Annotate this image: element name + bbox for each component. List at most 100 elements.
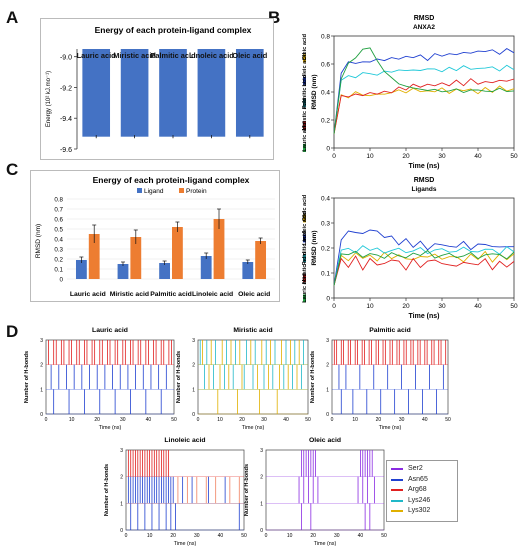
chart-title: Lauric acid	[92, 327, 128, 334]
x-tick-label: 30	[194, 533, 200, 539]
y-tick-label: 2	[40, 363, 43, 369]
series-line	[333, 48, 515, 135]
y-tick-label: 0	[60, 277, 64, 284]
x-tick-label: 30	[334, 533, 340, 539]
x-axis-label: Time (ns)	[99, 425, 122, 431]
rmsd-bar	[242, 262, 254, 279]
x-tick-label: 20	[402, 303, 410, 310]
category-label: Oleic acid	[238, 291, 270, 298]
rmsd-bar	[75, 260, 87, 279]
y-tick-label: 0.7	[54, 207, 63, 214]
legend-entry: Arg68	[391, 485, 453, 496]
legend-label: Miristic acid	[302, 251, 308, 284]
y-tick-label: 0.3	[54, 247, 63, 254]
hbond-miristic-chart: Miristic acid 0 10 20 30 40 50 0 1 2 3 Time (ns) Num…	[176, 327, 311, 431]
y-axis-label: Number of H-bonds	[176, 351, 182, 403]
y-tick-label: 0.1	[321, 271, 330, 278]
x-tick-label: 50	[510, 153, 518, 160]
x-tick-label: 40	[474, 153, 482, 160]
x-tick-label: 0	[45, 417, 48, 423]
y-tick-label: 1	[326, 387, 329, 393]
y-axis-label: Number of H-bonds	[24, 351, 30, 403]
chart-title: Energy of each protein-ligand complex	[93, 175, 250, 185]
x-tick-label: 40	[474, 303, 482, 310]
y-tick-label: 3	[326, 338, 329, 344]
legend-swatch	[303, 76, 306, 85]
x-axis-label: Time (ns)	[409, 313, 440, 320]
category-label: Linoleic acid	[192, 291, 233, 298]
x-tick-label: 50	[305, 417, 311, 423]
x-tick-label: 0	[197, 417, 200, 423]
x-tick-label: 10	[69, 417, 75, 423]
chart-title: Linoleic acid	[164, 437, 205, 444]
y-tick-label: -9.0	[60, 55, 72, 62]
y-tick-label: -9.2	[60, 85, 72, 92]
x-tick-label: 40	[283, 417, 289, 423]
legend-label: Palmitic acid	[302, 230, 308, 265]
legend-label: Lys246	[408, 496, 431, 504]
legend-swatch	[391, 468, 403, 471]
series-line	[333, 47, 515, 135]
legend-entry: Asn65	[391, 475, 453, 486]
y-tick-label: 2	[260, 475, 263, 481]
legend-swatch	[303, 99, 306, 108]
legend-label: Miristic acid	[302, 98, 308, 131]
legend-label: Lys302	[408, 507, 431, 514]
series-line	[333, 245, 515, 286]
legend-entry: Ser2	[391, 464, 453, 475]
rmsd-bar	[159, 263, 170, 279]
panel-c-frame: Energy of each protein-ligand complex Lig…	[30, 170, 280, 302]
x-tick-label: 20	[310, 533, 316, 539]
y-tick-label: 0.4	[54, 237, 63, 244]
legend-label: Lauric acid	[302, 273, 308, 303]
y-tick-label: 0.4	[321, 196, 330, 203]
x-tick-label: 30	[261, 417, 267, 423]
legend-swatch	[179, 188, 184, 193]
x-tick-label: 10	[217, 417, 223, 423]
legend-swatch	[303, 234, 306, 243]
category-label: Palmitic acid	[150, 291, 192, 298]
rmsd-bar	[213, 219, 225, 279]
plot-frame	[265, 449, 385, 531]
y-tick-label: 3	[260, 448, 263, 454]
y-tick-label: 1	[40, 387, 43, 393]
y-tick-label: 2	[192, 363, 195, 369]
x-axis-label: Time (ns)	[242, 425, 265, 431]
x-tick-label: 20	[402, 153, 410, 160]
y-tick-label: 0.4	[321, 90, 330, 97]
x-tick-label: 30	[438, 303, 446, 310]
chart-subtitle: Ligands	[412, 186, 437, 193]
y-axis-label: Number of H-bonds	[310, 351, 316, 403]
rmsd-anxa2-chart: RMSD ANXA2 0 10 20 30 40 50 0 0.2 0.4 0.6 0.8 Time (n…	[302, 15, 518, 170]
chart-subtitle: ANXA2	[413, 24, 435, 31]
chart-title: Palmitic acid	[369, 327, 411, 334]
x-tick-label: 20	[376, 417, 382, 423]
category-label: Palmitic acid	[150, 51, 196, 60]
panel-letter-c: C	[6, 160, 19, 179]
x-axis-label: Time (ns)	[314, 541, 337, 547]
y-tick-label: 0	[326, 296, 330, 303]
x-tick-label: 0	[332, 303, 336, 310]
y-tick-label: 3	[120, 448, 123, 454]
category-label: Miristic acid	[113, 51, 156, 60]
y-axis-label: Number of H-bonds	[104, 464, 110, 516]
x-tick-label: 30	[120, 417, 126, 423]
rmsd-bar	[255, 241, 267, 279]
legend-swatch	[303, 214, 306, 223]
x-tick-label: 20	[239, 417, 245, 423]
category-label: Oleic acid	[232, 51, 267, 60]
legend-swatch	[391, 510, 403, 513]
y-tick-label: 0	[326, 146, 330, 153]
y-tick-label: -9.4	[60, 116, 72, 123]
series-line	[333, 85, 515, 135]
x-tick-label: 40	[422, 417, 428, 423]
y-tick-label: 0.5	[54, 227, 63, 234]
legend-entry: Lys302	[391, 506, 453, 517]
y-tick-label: 0.8	[54, 197, 63, 204]
chart-title: RMSD	[414, 177, 435, 184]
legend-swatch	[137, 188, 142, 193]
x-tick-label: 10	[147, 533, 153, 539]
y-axis-label: RMSD (nm)	[35, 224, 42, 258]
chart-title: Energy of each protein-ligand complex	[95, 25, 252, 35]
x-tick-label: 0	[125, 533, 128, 539]
